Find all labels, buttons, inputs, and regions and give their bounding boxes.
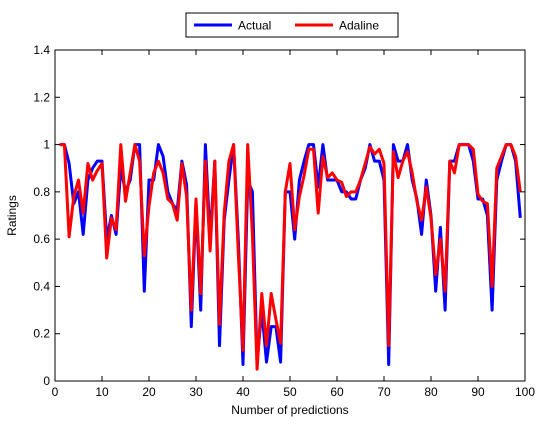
- x-tick-label: 100: [515, 385, 535, 399]
- y-tick-label: 0.4: [33, 279, 50, 293]
- y-tick-label: 1: [43, 138, 50, 152]
- y-tick-label: 0: [43, 374, 50, 388]
- x-tick-label: 60: [330, 385, 344, 399]
- axis-ticks: 0 10 20 30 40 50 60 70 80 90 100 0 0.2 0.4 0.6 0.8 1 1.2 1…: [33, 43, 535, 399]
- y-axis-label: Ratings: [5, 195, 19, 236]
- y-tick-label: 0.6: [33, 232, 50, 246]
- x-tick-label: 30: [189, 385, 203, 399]
- series-layer: [59, 143, 522, 371]
- x-tick-label: 20: [142, 385, 156, 399]
- x-tick-label: 50: [283, 385, 297, 399]
- plot-area: [55, 50, 525, 381]
- x-tick-label: 80: [424, 385, 438, 399]
- y-tick-label: 0.8: [33, 185, 50, 199]
- legend: Actual Adaline: [185, 12, 399, 38]
- x-tick-label: 10: [95, 385, 109, 399]
- y-tick-label: 1.2: [33, 90, 50, 104]
- series-line-adaline: [59, 143, 522, 371]
- x-axis-label: Number of predictions: [231, 403, 348, 417]
- x-tick-label: 0: [52, 385, 59, 399]
- legend-label-adaline: Adaline: [339, 19, 379, 33]
- x-tick-label: 70: [377, 385, 391, 399]
- legend-label-actual: Actual: [238, 19, 271, 33]
- x-tick-label: 90: [471, 385, 485, 399]
- x-tick-label: 40: [236, 385, 250, 399]
- y-tick-label: 0.2: [33, 327, 50, 341]
- y-tick-label: 1.4: [33, 43, 50, 57]
